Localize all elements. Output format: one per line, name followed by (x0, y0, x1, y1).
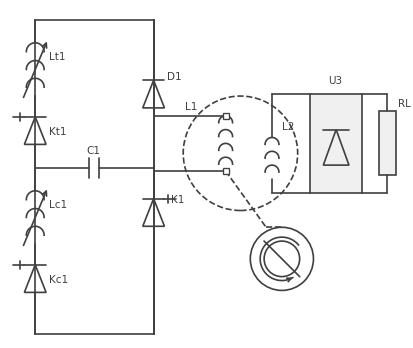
Text: L1: L1 (185, 102, 197, 112)
Text: L2: L2 (282, 121, 294, 132)
Text: Lt1: Lt1 (49, 52, 66, 62)
Polygon shape (311, 94, 362, 193)
Text: Lc1: Lc1 (49, 199, 67, 209)
Text: U3: U3 (328, 76, 342, 86)
Text: C1: C1 (87, 146, 100, 156)
Polygon shape (379, 111, 396, 175)
Text: RL: RL (398, 100, 411, 109)
Polygon shape (223, 113, 229, 119)
Text: Kc1: Kc1 (49, 275, 68, 285)
Text: D1: D1 (167, 72, 182, 82)
Text: K1: K1 (171, 195, 185, 205)
Text: Kt1: Kt1 (49, 127, 66, 136)
Polygon shape (223, 168, 229, 174)
